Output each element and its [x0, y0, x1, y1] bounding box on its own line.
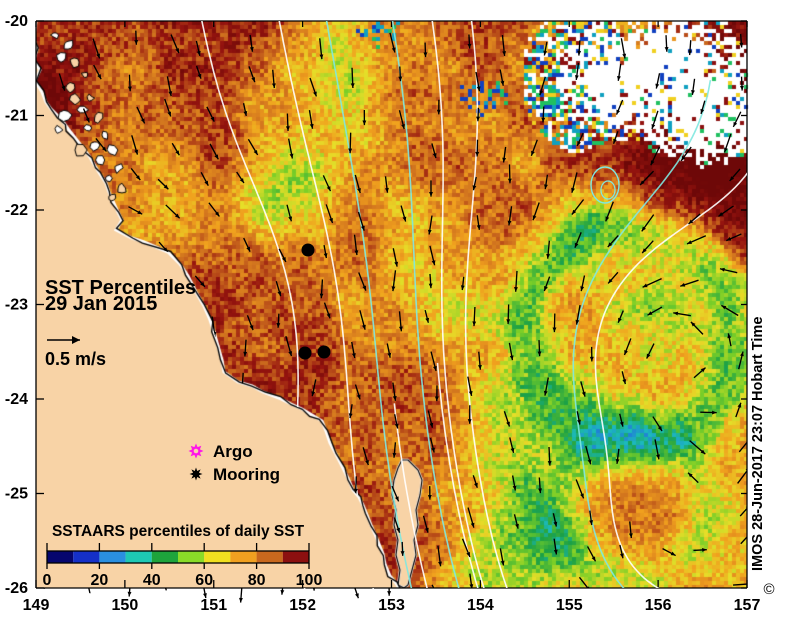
svg-text:-24: -24: [5, 391, 28, 408]
svg-text:0: 0: [43, 572, 52, 589]
svg-text:0.5 m/s: 0.5 m/s: [45, 349, 106, 369]
svg-text:-20: -20: [5, 13, 28, 30]
svg-text:154: 154: [467, 597, 494, 614]
svg-text:Argo: Argo: [213, 442, 253, 461]
svg-text:-25: -25: [5, 486, 28, 503]
svg-text:153: 153: [378, 597, 405, 614]
svg-text:29 Jan 2015: 29 Jan 2015: [45, 293, 157, 315]
svg-text:-26: -26: [5, 580, 28, 597]
svg-text:IMOS 28-Jun-2017 23:07 Hobart: IMOS 28-Jun-2017 23:07 Hobart Time: [750, 317, 766, 571]
svg-text:-21: -21: [5, 108, 28, 125]
svg-text:152: 152: [289, 597, 316, 614]
svg-text:151: 151: [200, 597, 227, 614]
svg-text:20: 20: [91, 572, 109, 589]
svg-text:SSTAARS percentiles of daily: SSTAARS percentiles of daily SST: [52, 523, 305, 540]
svg-text:156: 156: [645, 597, 672, 614]
svg-text:100: 100: [296, 572, 323, 589]
svg-text:40: 40: [143, 572, 161, 589]
svg-text:©: ©: [763, 581, 774, 598]
svg-text:149: 149: [23, 597, 50, 614]
svg-text:Mooring: Mooring: [213, 465, 280, 484]
svg-text:150: 150: [112, 597, 139, 614]
svg-text:60: 60: [195, 572, 213, 589]
svg-text:-23: -23: [5, 297, 28, 314]
svg-text:80: 80: [248, 572, 266, 589]
svg-text:157: 157: [734, 597, 761, 614]
svg-text:-22: -22: [5, 202, 28, 219]
svg-text:155: 155: [556, 597, 583, 614]
